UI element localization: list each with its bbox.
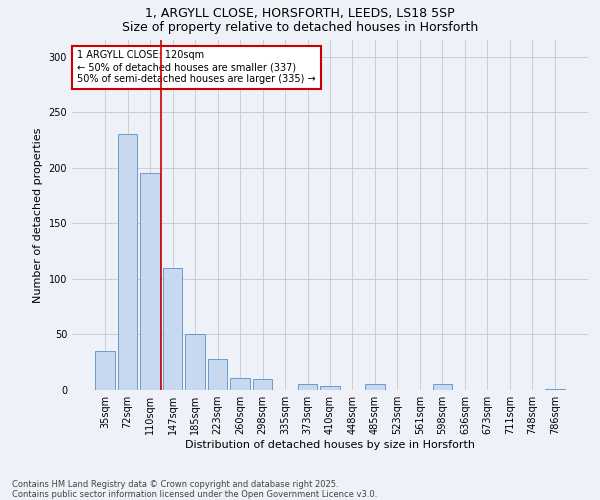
Text: Size of property relative to detached houses in Horsforth: Size of property relative to detached ho… — [122, 21, 478, 34]
Bar — [140, 174, 160, 390]
Bar — [320, 386, 340, 390]
Y-axis label: Number of detached properties: Number of detached properties — [33, 128, 43, 302]
Bar — [95, 351, 115, 390]
Text: 1, ARGYLL CLOSE, HORSFORTH, LEEDS, LS18 5SP: 1, ARGYLL CLOSE, HORSFORTH, LEEDS, LS18 … — [145, 8, 455, 20]
Bar — [298, 384, 317, 390]
Bar — [208, 359, 227, 390]
X-axis label: Distribution of detached houses by size in Horsforth: Distribution of detached houses by size … — [185, 440, 475, 450]
Bar — [185, 334, 205, 390]
Text: Contains HM Land Registry data © Crown copyright and database right 2025.
Contai: Contains HM Land Registry data © Crown c… — [12, 480, 377, 499]
Bar — [118, 134, 137, 390]
Bar — [433, 384, 452, 390]
Text: 1 ARGYLL CLOSE: 120sqm
← 50% of detached houses are smaller (337)
50% of semi-de: 1 ARGYLL CLOSE: 120sqm ← 50% of detached… — [77, 50, 316, 84]
Bar — [163, 268, 182, 390]
Bar — [253, 379, 272, 390]
Bar — [230, 378, 250, 390]
Bar — [365, 384, 385, 390]
Bar — [545, 389, 565, 390]
